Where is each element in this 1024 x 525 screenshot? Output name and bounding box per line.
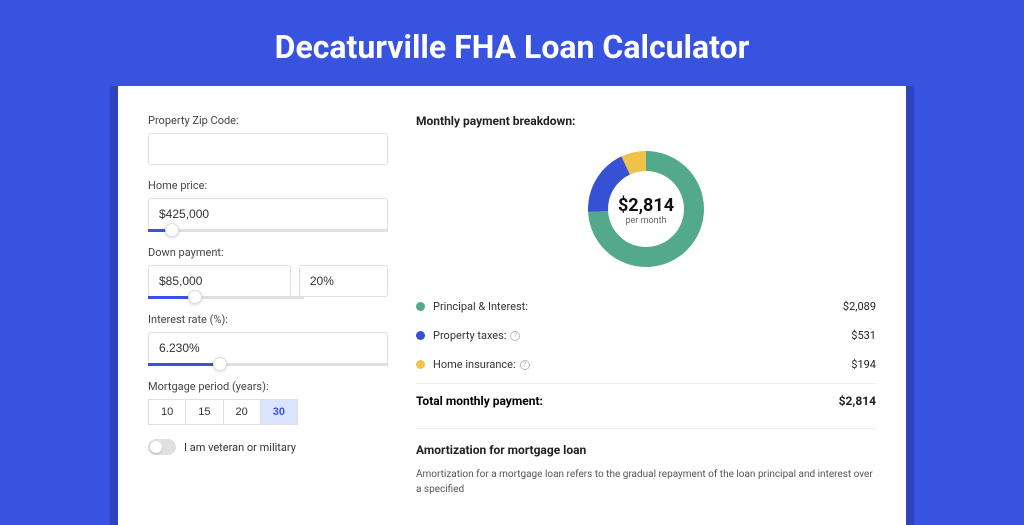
down-payment-field: Down payment: — [148, 246, 388, 299]
card-shadow: Property Zip Code: Home price: Down paym… — [110, 86, 914, 525]
interest-slider[interactable] — [148, 363, 388, 366]
period-option-15[interactable]: 15 — [186, 399, 223, 425]
period-option-30[interactable]: 30 — [261, 399, 298, 425]
breakdown-row: Home insurance:?$194 — [416, 350, 876, 379]
veteran-field: I am veteran or military — [148, 439, 388, 455]
amortization-section: Amortization for mortgage loan Amortizat… — [416, 428, 876, 497]
form-column: Property Zip Code: Home price: Down paym… — [148, 114, 388, 497]
total-value: $2,814 — [839, 394, 876, 408]
down-payment-slider[interactable] — [148, 296, 304, 299]
period-option-20[interactable]: 20 — [224, 399, 261, 425]
page-title: Decaturville FHA Loan Calculator — [0, 0, 1024, 86]
period-label: Mortgage period (years): — [148, 380, 388, 393]
period-field: Mortgage period (years): 10152030 — [148, 380, 388, 425]
breakdown-value: $2,089 — [843, 300, 876, 313]
down-payment-input[interactable] — [148, 265, 291, 297]
zip-input[interactable] — [148, 133, 388, 165]
breakdown-label: Principal & Interest: — [433, 300, 843, 313]
donut-center-value: $2,814 — [618, 195, 674, 216]
breakdown-row: Principal & Interest:$2,089 — [416, 292, 876, 321]
donut-chart: $2,814per month — [416, 138, 876, 292]
amortization-text: Amortization for a mortgage loan refers … — [416, 467, 876, 497]
total-label: Total monthly payment: — [416, 394, 839, 408]
period-option-10[interactable]: 10 — [148, 399, 186, 425]
interest-label: Interest rate (%): — [148, 313, 388, 326]
slider-thumb[interactable] — [165, 223, 179, 237]
breakdown-value: $531 — [851, 329, 876, 342]
amortization-title: Amortization for mortgage loan — [416, 443, 876, 457]
breakdown-label: Home insurance:? — [433, 358, 851, 371]
veteran-toggle[interactable] — [148, 439, 176, 455]
info-icon[interactable]: ? — [510, 331, 520, 341]
breakdown-column: Monthly payment breakdown: $2,814per mon… — [416, 114, 876, 497]
zip-label: Property Zip Code: — [148, 114, 388, 127]
calculator-card: Property Zip Code: Home price: Down paym… — [118, 86, 906, 525]
toggle-knob — [150, 441, 162, 453]
down-payment-pct-input[interactable] — [299, 265, 388, 297]
legend-dot — [416, 331, 425, 340]
veteran-label: I am veteran or military — [184, 441, 296, 454]
slider-thumb[interactable] — [213, 357, 227, 371]
home-price-slider[interactable] — [148, 229, 388, 232]
home-price-input[interactable] — [148, 198, 388, 230]
period-options: 10152030 — [148, 399, 388, 425]
breakdown-value: $194 — [851, 358, 876, 371]
info-icon[interactable]: ? — [520, 360, 530, 370]
down-payment-label: Down payment: — [148, 246, 388, 259]
breakdown-title: Monthly payment breakdown: — [416, 114, 876, 128]
total-row: Total monthly payment: $2,814 — [416, 383, 876, 424]
slider-thumb[interactable] — [188, 290, 202, 304]
interest-input[interactable] — [148, 332, 388, 364]
home-price-field: Home price: — [148, 179, 388, 232]
legend-dot — [416, 302, 425, 311]
legend-dot — [416, 360, 425, 369]
zip-field: Property Zip Code: — [148, 114, 388, 165]
interest-field: Interest rate (%): — [148, 313, 388, 366]
breakdown-row: Property taxes:?$531 — [416, 321, 876, 350]
home-price-label: Home price: — [148, 179, 388, 192]
breakdown-label: Property taxes:? — [433, 329, 851, 342]
donut-center-sub: per month — [625, 216, 666, 226]
